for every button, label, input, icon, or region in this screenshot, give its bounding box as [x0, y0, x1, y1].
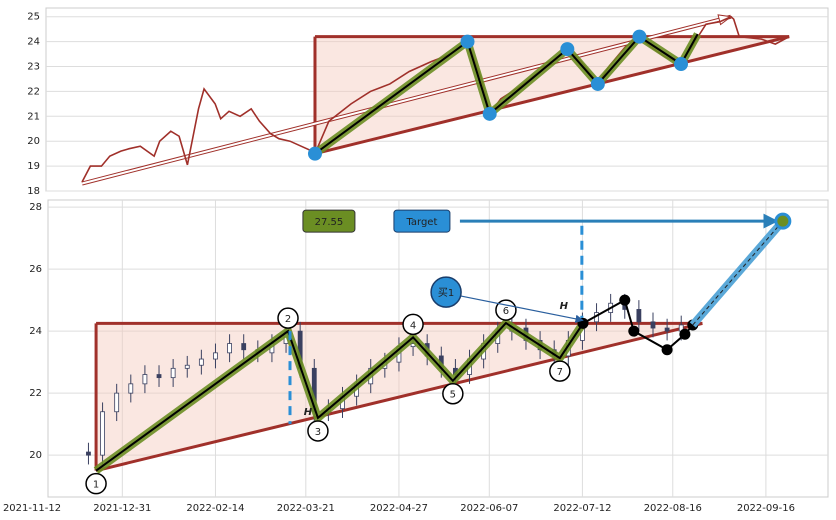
pivot-label: 5: [450, 390, 456, 401]
y-tick-label: 21: [27, 111, 40, 122]
pivot-dot: [560, 42, 575, 57]
zigzag-line: [95, 321, 584, 472]
pivot-label: 1: [93, 480, 99, 491]
projection-line: [692, 220, 784, 326]
candle-body: [636, 309, 642, 323]
buy-marker: [430, 276, 462, 308]
y-tick-label: 24: [27, 37, 40, 48]
target-label: Target: [405, 217, 437, 228]
pivot-circle: [277, 307, 299, 329]
candle-body: [664, 327, 670, 332]
candle-body: [227, 343, 232, 354]
x-tick-label: 2022-03-21: [277, 503, 335, 514]
x-tick-label: 2022-09-16: [737, 503, 795, 514]
candle-body: [213, 352, 218, 360]
pivot-label: 7: [557, 367, 563, 378]
candle-body: [100, 411, 105, 456]
support-line: [95, 321, 703, 473]
y-tick-label: 24: [29, 326, 42, 337]
pivot-circle: [307, 420, 329, 442]
candle-body: [241, 343, 247, 351]
zigzag-line: [314, 33, 699, 155]
target-dot: [774, 212, 792, 230]
candle-body: [198, 358, 204, 366]
pivot-circle: [442, 382, 464, 405]
y-tick-label: 26: [29, 264, 42, 275]
buy-label: 买1: [438, 287, 454, 299]
target-box: [393, 209, 451, 233]
buy-arrow: [460, 295, 584, 323]
y-tick-label: 20: [29, 450, 42, 461]
pivot-circle: [85, 472, 107, 495]
pivot-dot: [460, 34, 475, 49]
x-tick-label: 2021-12-31: [93, 503, 151, 514]
bottom-panel: [47, 199, 829, 498]
candle-body: [170, 367, 176, 379]
pivot-dot: [632, 29, 647, 44]
target-value-box: [302, 209, 356, 233]
pivot-circle: [402, 313, 424, 336]
pivot-dot: [307, 146, 322, 161]
target-value-label: 27.55: [315, 217, 344, 228]
height-label: H: [560, 301, 569, 312]
pivot-dot: [482, 106, 497, 121]
pivot-dot: [674, 57, 689, 72]
pivot-label: 6: [503, 306, 509, 317]
y-tick-label: 19: [27, 161, 40, 172]
candle-body: [114, 392, 120, 413]
x-tick-label: 2022-07-12: [553, 503, 611, 514]
x-tick-label: 2021-11-12: [3, 503, 61, 514]
breakout-dot: [628, 325, 640, 337]
y-tick-label: 18: [27, 186, 40, 197]
pivot-circle: [495, 299, 517, 321]
x-tick-label: 2022-02-14: [186, 503, 244, 514]
pivot-dot: [590, 76, 605, 91]
candle-body: [86, 451, 91, 456]
breakout-dot: [619, 294, 631, 306]
candle-body: [156, 374, 162, 379]
y-tick-label: 25: [27, 12, 40, 23]
pivot-label: 3: [315, 427, 321, 438]
pivot-label: 2: [285, 314, 291, 325]
x-tick-label: 2022-04-27: [370, 503, 428, 514]
pivot-circle: [549, 360, 571, 382]
y-tick-label: 22: [27, 86, 40, 97]
candle-body: [142, 374, 148, 385]
x-tick-label: 2022-08-16: [644, 503, 702, 514]
trend-arrow-inner: [81, 15, 732, 185]
y-tick-label: 22: [29, 388, 42, 399]
pivot-label: 4: [410, 320, 416, 331]
y-tick-label: 23: [27, 62, 40, 73]
height-label: H: [304, 407, 313, 418]
y-tick-label: 28: [29, 202, 42, 213]
candle-body: [128, 383, 134, 394]
candle-body: [184, 364, 190, 369]
y-tick-label: 20: [27, 136, 40, 147]
x-tick-label: 2022-06-07: [460, 503, 518, 514]
candle-body: [650, 321, 656, 329]
support-line: [314, 35, 790, 156]
breakout-dot: [661, 344, 673, 356]
breakout-dot: [679, 328, 691, 340]
